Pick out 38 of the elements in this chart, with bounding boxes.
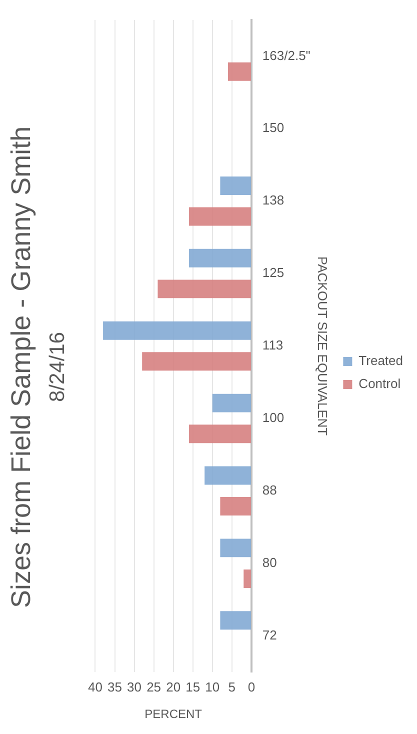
y-tick-label: 113 (262, 338, 284, 353)
bar (220, 497, 251, 516)
y-axis-title: PACKOUT SIZE EQUIVALENT (314, 256, 330, 436)
y-tick-label: 88 (262, 482, 277, 498)
bar (212, 394, 251, 412)
x-tick-label: 0 (248, 679, 256, 694)
legend-label: Control (358, 376, 401, 392)
y-tick-label: 125 (262, 265, 284, 280)
text: 8/24/16 (46, 330, 70, 404)
bar (103, 321, 251, 340)
x-tick-label: 30 (127, 679, 142, 694)
bar (142, 352, 251, 371)
bar (220, 538, 251, 558)
x-tick-label: 20 (166, 679, 181, 694)
bar (188, 248, 251, 268)
y-tick-label: 80 (262, 554, 277, 570)
legend-label: Treated (358, 353, 404, 368)
y-tick-label: 138 (262, 192, 284, 208)
bar (228, 62, 251, 81)
x-axis-title: PERCENT (144, 707, 203, 722)
x-tick-label: 25 (146, 679, 162, 694)
x-tick-label: 5 (228, 679, 236, 694)
bar (188, 424, 251, 444)
y-tick-label: 163/2.5" (262, 48, 311, 63)
text: Sizes from Field Sample - Granny Smith (6, 125, 37, 610)
x-tick-label: 10 (205, 679, 220, 694)
y-tick-label: 100 (262, 410, 284, 426)
x-tick-label: 35 (108, 679, 122, 694)
bar (220, 176, 251, 195)
bar (244, 569, 251, 588)
x-tick-label: 15 (186, 679, 200, 694)
bar (204, 466, 251, 485)
y-tick-label: 72 (262, 627, 277, 642)
y-tick-label: 150 (262, 120, 284, 136)
x-tick-label: 40 (88, 679, 102, 694)
bar (188, 207, 251, 226)
bar (220, 611, 251, 630)
bar (158, 280, 251, 298)
